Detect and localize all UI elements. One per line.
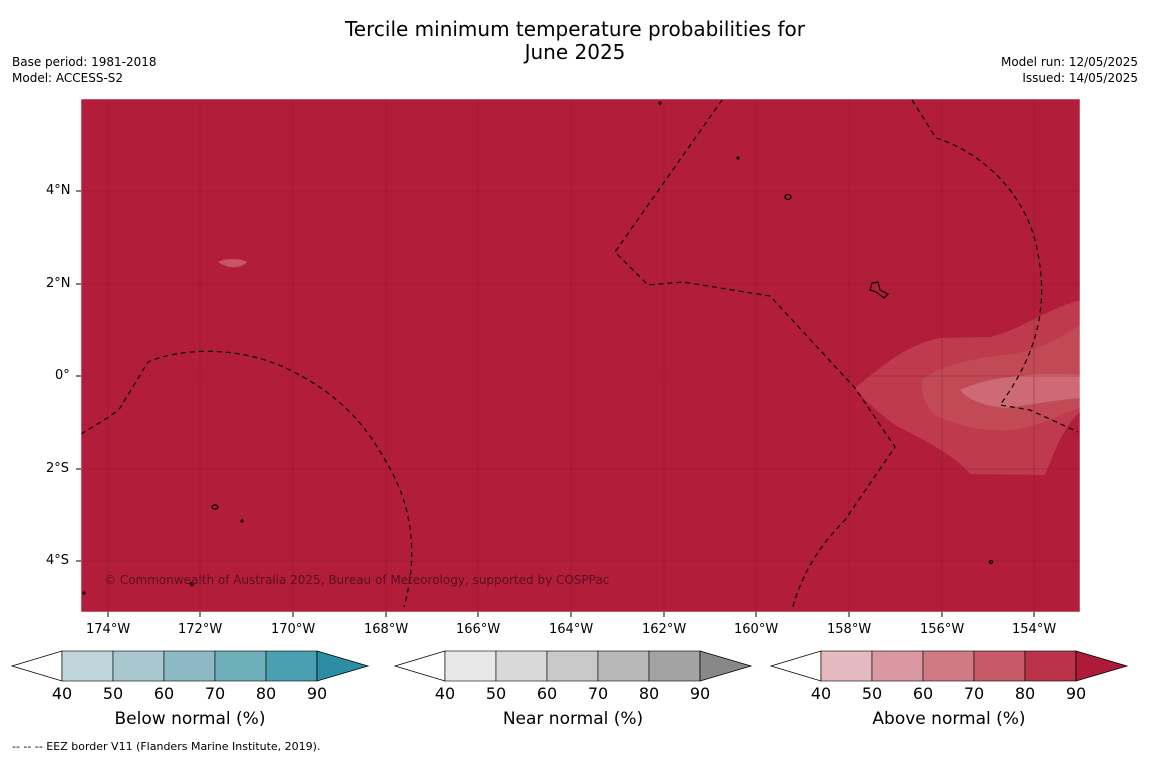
lat-label: 2°N: [46, 276, 71, 291]
title-line-1: Tercile minimum temperature probabilitie…: [344, 17, 806, 41]
colorbar-tick-label: 60: [912, 684, 934, 703]
colorbar-tick-label: 40: [810, 684, 832, 703]
lat-label: 4°S: [46, 553, 70, 568]
map-title: Tercile minimum temperature probabilitie…: [0, 18, 1150, 64]
colorbar-tick-label: 60: [153, 684, 175, 703]
islands: [82, 101, 994, 595]
colorbar-min-extension: [10, 650, 63, 682]
lon-label: 162°W: [642, 622, 687, 637]
colorbar-swatch: [444, 650, 497, 682]
colorbar-swatch: [871, 650, 924, 682]
model-run: Model run: 12/05/2025: [1000, 55, 1138, 69]
colorbar-tick-label: 80: [638, 684, 660, 703]
meta-right: Model run: 12/05/2025 Issued: 14/05/2025: [1001, 54, 1138, 86]
colorbar-tick-label: 90: [689, 684, 711, 703]
colorbar-below: [10, 650, 370, 682]
colorbar-tick-label: 90: [1065, 684, 1087, 703]
colorbar-near: [393, 650, 753, 682]
colorbar-below-swatches: [10, 650, 370, 682]
colorbar-max-extension: [699, 650, 753, 682]
lon-label: 158°W: [827, 622, 872, 637]
colorbar-swatch: [648, 650, 701, 682]
issued-date: Issued: 14/05/2025: [1022, 71, 1138, 85]
colorbar-max-extension: [316, 650, 370, 682]
map-frame: [80, 98, 1081, 613]
colorbar-swatch: [163, 650, 216, 682]
lat-label: 2°S: [46, 461, 70, 476]
eez-footnote: -- -- -- EEZ border V11 (Flanders Marine…: [12, 740, 321, 753]
axis-ticks: [76, 190, 1035, 617]
lon-label: 160°W: [734, 622, 779, 637]
colorbar-swatch: [922, 650, 975, 682]
colorbar-swatch: [61, 650, 114, 682]
colorbar-swatch: [495, 650, 548, 682]
lon-label: 154°W: [1012, 622, 1057, 637]
colorbar-min-extension: [769, 650, 822, 682]
colorbar-tick-label: 40: [51, 684, 73, 703]
colorbar-above-label: Above normal (%): [872, 709, 1026, 729]
colorbar-swatch: [820, 650, 873, 682]
colorbar-near-label: Near normal (%): [502, 709, 644, 729]
colorbar-swatch: [1024, 650, 1077, 682]
contour-60-inner: [960, 374, 1080, 408]
colorbar-tick-label: 60: [536, 684, 558, 703]
colorbar-swatch: [214, 650, 267, 682]
lon-label: 174°W: [86, 622, 131, 637]
colorbar-tick-label: 70: [963, 684, 985, 703]
lon-label: 168°W: [364, 622, 409, 637]
lon-label: 166°W: [456, 622, 501, 637]
colorbar-tick-label: 50: [861, 684, 883, 703]
graticule: [81, 99, 1080, 612]
model-name: Model: ACCESS-S2: [12, 71, 124, 85]
colorbar-tick-label: 70: [587, 684, 609, 703]
colorbar-swatch: [112, 650, 165, 682]
eez-borders: [80, 99, 1079, 611]
colorbar-tick-label: 80: [1014, 684, 1036, 703]
colorbar-max-extension: [1075, 650, 1129, 682]
lon-label: 172°W: [178, 622, 223, 637]
lon-label: 164°W: [549, 622, 594, 637]
colorbar-swatch: [597, 650, 650, 682]
colorbar-tick-label: 40: [434, 684, 456, 703]
lat-label: 0°: [55, 368, 70, 383]
contour-small-patch: [218, 259, 247, 268]
colorbar-tick-label: 80: [255, 684, 277, 703]
lon-label: 170°W: [271, 622, 316, 637]
colorbar-tick-label: 70: [204, 684, 226, 703]
colorbar-swatch: [973, 650, 1026, 682]
copyright-notice: © Commonwealth of Australia 2025, Bureau…: [104, 573, 609, 587]
colorbar-near-swatches: [393, 650, 753, 682]
colorbar-below-label: Below normal (%): [114, 709, 266, 729]
colorbar-tick-label: 50: [485, 684, 507, 703]
base-period: Base period: 1981-2018: [12, 55, 157, 69]
meta-left: Base period: 1981-2018 Model: ACCESS-S2: [12, 54, 157, 86]
colorbar-swatch: [546, 650, 599, 682]
colorbar-swatch: [265, 650, 318, 682]
colorbar-min-extension: [393, 650, 446, 682]
contour-60-outer: [921, 325, 1080, 431]
colorbar-above-swatches: [769, 650, 1129, 682]
colorbar-above: [769, 650, 1129, 682]
title-line-2: June 2025: [524, 40, 626, 64]
colorbar-tick-label: 90: [306, 684, 328, 703]
lat-label: 4°N: [46, 183, 71, 198]
colorbar-tick-label: 50: [102, 684, 124, 703]
lon-label: 156°W: [920, 622, 965, 637]
